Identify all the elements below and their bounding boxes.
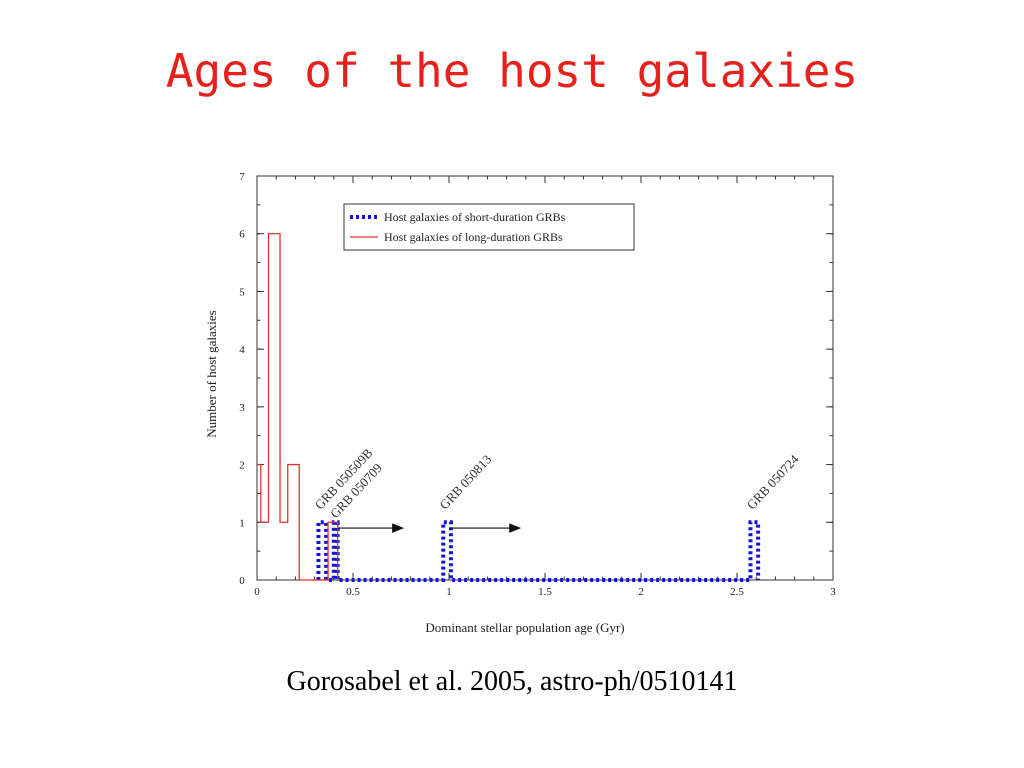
legend-box: [343, 203, 635, 251]
grb-annotation: GRB 050724: [744, 451, 802, 512]
long-grb-histogram: [257, 233, 339, 581]
x-tick-label: 0.5: [346, 586, 360, 598]
y-tick-label: 0: [239, 575, 245, 587]
y-tick-label: 6: [239, 229, 245, 241]
grb-annotation: GRB 050813: [436, 452, 494, 513]
x-tick-label: 1: [446, 586, 452, 598]
y-tick-label: 3: [239, 402, 245, 414]
y-tick-label: 2: [239, 460, 245, 472]
y-axis-label: Number of host galaxies: [204, 310, 219, 437]
y-tick-label: 7: [239, 171, 245, 183]
x-tick-label: 2: [638, 586, 644, 598]
short-grb-histogram: [316, 520, 761, 582]
x-tick-label: 0: [254, 586, 260, 598]
y-tick-label: 5: [239, 286, 245, 298]
x-tick-label: 2.5: [730, 586, 744, 598]
legend: Host galaxies of short-duration GRBs Host…: [343, 203, 635, 251]
x-tick-label: 1.5: [538, 586, 552, 598]
x-tick-label: 3: [830, 586, 836, 598]
legend-label: Host galaxies of long-duration GRBs: [384, 230, 563, 244]
citation: Gorosabel et al. 2005, astro-ph/0510141: [286, 666, 738, 697]
legend-label: Host galaxies of short-duration GRBs: [384, 210, 566, 224]
data-layer: [257, 233, 761, 582]
y-tick-label: 4: [239, 344, 245, 356]
y-tick-label: 1: [239, 517, 245, 529]
axes-layer: 0 0.5 1 1.5 2 2.5 3 0 1 2 3 4 5 6 7 Dominant stellar po…: [204, 171, 836, 635]
slide-title: Ages of the host galaxies: [165, 44, 859, 98]
x-axis-label: Dominant stellar population age (Gyr): [425, 620, 624, 635]
